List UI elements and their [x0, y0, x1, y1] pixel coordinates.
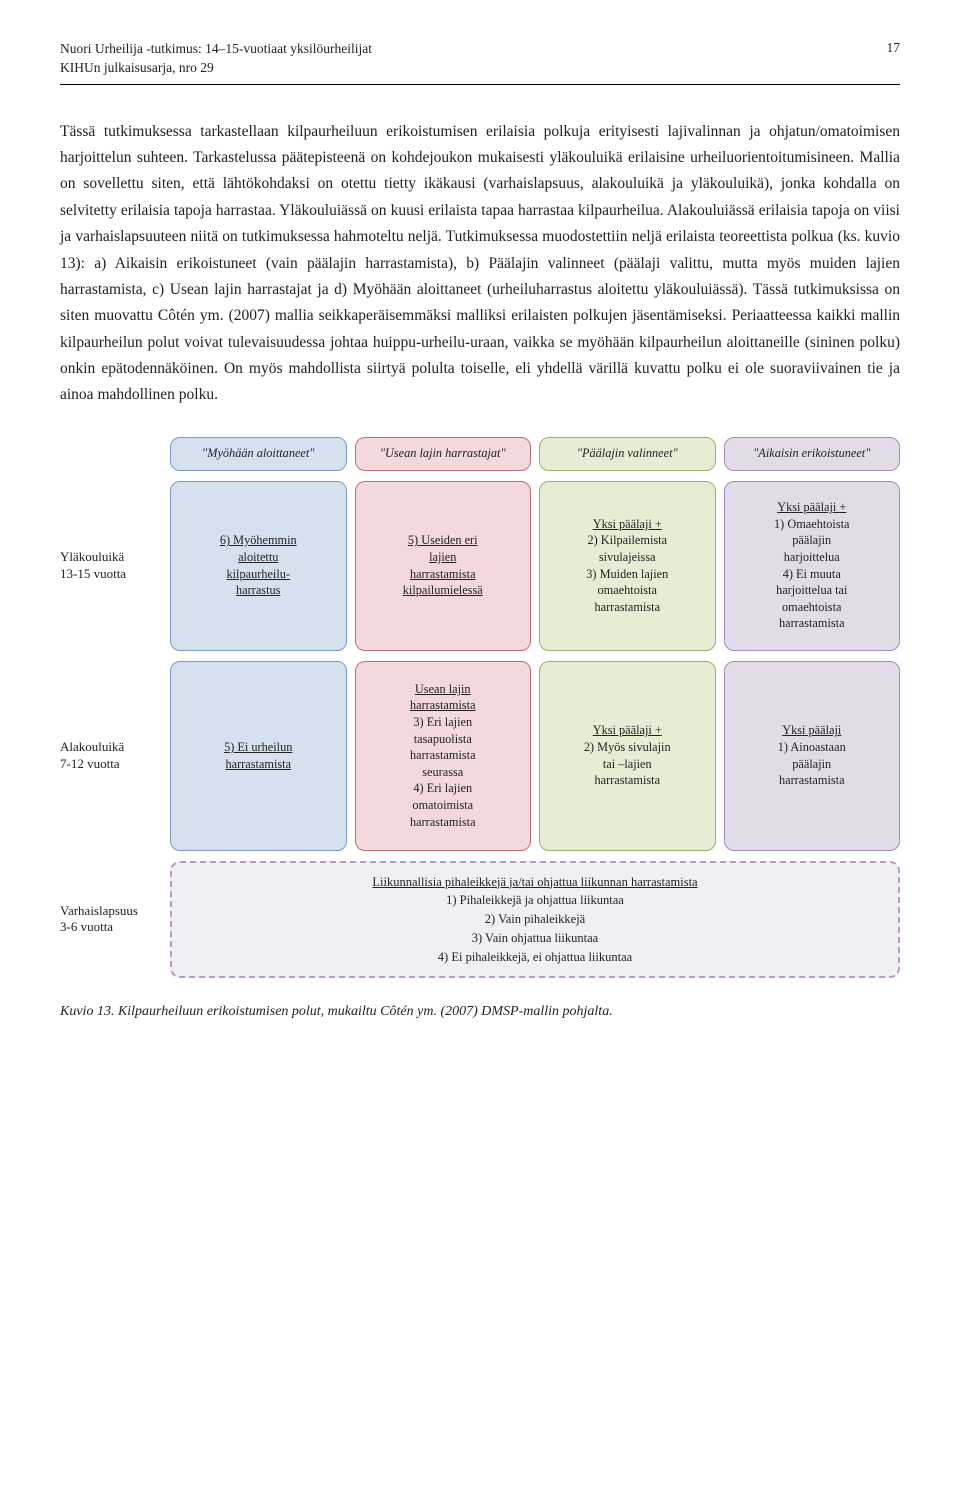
- row2-label-b: 7-12 vuotta: [60, 756, 164, 773]
- diagram-row-3: Varhaislapsuus 3-6 vuotta Liikunnallisia…: [60, 861, 900, 979]
- cell-r2c4: Yksi päälaji1) Ainoastaanpäälajinharrast…: [724, 661, 901, 851]
- row-label-spacer: [60, 437, 170, 471]
- cell-r2c3: Yksi päälaji +2) Myös sivulajintai –laji…: [539, 661, 716, 851]
- col-title-1: "Myöhään aloittaneet": [170, 437, 347, 471]
- diagram-row-1: Yläkouluikä 13-15 vuotta 6) Myöhemminalo…: [60, 481, 900, 651]
- cell-r2c2: Usean lajinharrastamista3) Eri lajientas…: [355, 661, 532, 851]
- row-label-2: Alakouluikä 7-12 vuotta: [60, 661, 170, 851]
- page-number: 17: [887, 40, 901, 56]
- col-title-4: "Aikaisin erikoistuneet": [724, 437, 901, 471]
- diagram-title-row: "Myöhään aloittaneet" "Usean lajin harra…: [60, 437, 900, 471]
- col-title-2: "Usean lajin harrastajat": [355, 437, 532, 471]
- header-left: Nuori Urheilija -tutkimus: 14–15-vuotiaa…: [60, 40, 372, 78]
- diagram: "Myöhään aloittaneet" "Usean lajin harra…: [60, 437, 900, 979]
- row-label-1: Yläkouluikä 13-15 vuotta: [60, 481, 170, 651]
- figure-caption: Kuvio 13. Kilpaurheiluun erikoistumisen …: [60, 1004, 900, 1020]
- row-label-3: Varhaislapsuus 3-6 vuotta: [60, 861, 170, 979]
- page: Nuori Urheilija -tutkimus: 14–15-vuotiaa…: [0, 0, 960, 1070]
- row3-label-a: Varhaislapsuus: [60, 903, 164, 920]
- row1-label-a: Yläkouluikä: [60, 549, 164, 566]
- col-title-3: "Päälajin valinneet": [539, 437, 716, 471]
- cell-r1c3: Yksi päälaji +2) Kilpailemistasivulajeis…: [539, 481, 716, 651]
- cell-r1c1: 6) Myöhemminaloitettukilpaurheilu-harras…: [170, 481, 347, 651]
- row3-label-b: 3-6 vuotta: [60, 919, 164, 936]
- cell-r2c1: 5) Ei urheilunharrastamista: [170, 661, 347, 851]
- body-paragraph: Tässä tutkimuksessa tarkastellaan kilpau…: [60, 119, 900, 409]
- cell-r1c2: 5) Useiden erilajienharrastamistakilpail…: [355, 481, 532, 651]
- cell-r1c4: Yksi päälaji +1) Omaehtoistapäälajinharj…: [724, 481, 901, 651]
- title-line-2: KIHUn julkaisusarja, nro 29: [60, 59, 372, 78]
- row1-label-b: 13-15 vuotta: [60, 566, 164, 583]
- header-rule: [60, 84, 900, 85]
- diagram-row-2: Alakouluikä 7-12 vuotta 5) Ei urheilunha…: [60, 661, 900, 851]
- title-line-1: Nuori Urheilija -tutkimus: 14–15-vuotiaa…: [60, 40, 372, 59]
- bottom-box: Liikunnallisia pihaleikkejä ja/tai ohjat…: [170, 861, 900, 979]
- row2-label-a: Alakouluikä: [60, 739, 164, 756]
- page-header: Nuori Urheilija -tutkimus: 14–15-vuotiaa…: [60, 40, 900, 78]
